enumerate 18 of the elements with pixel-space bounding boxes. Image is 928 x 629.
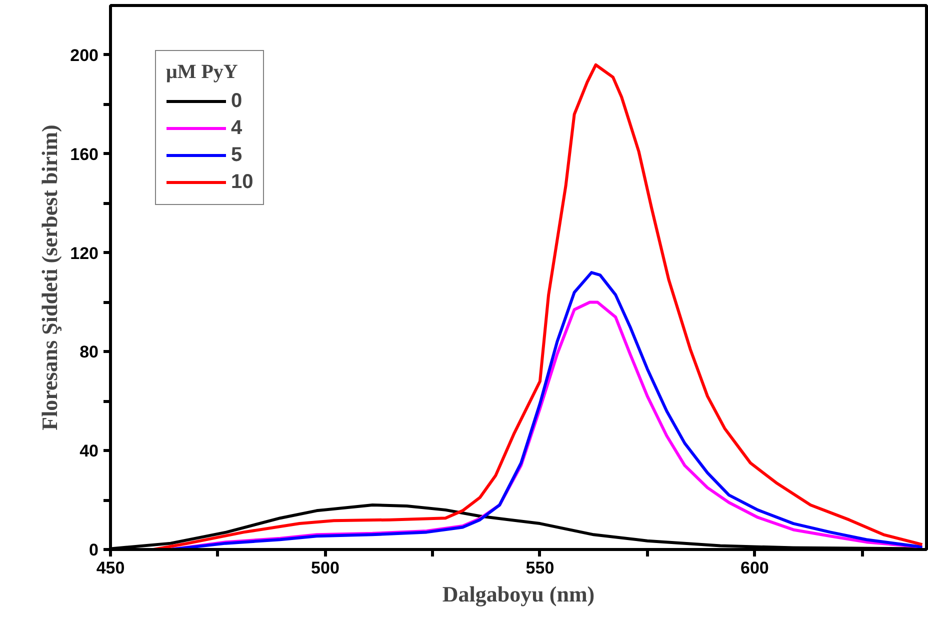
y-axis-title: Floresans Şiddeti (serbest birim) [37, 124, 62, 430]
y-tick-label: 80 [80, 342, 99, 362]
x-tick-label: 500 [311, 558, 340, 578]
y-tick-label: 120 [70, 244, 99, 263]
legend-label: 5 [231, 143, 244, 167]
y-tick-label: 200 [70, 46, 99, 65]
legend-title: μM PyY [166, 61, 239, 84]
x-tick-label: 550 [526, 558, 554, 578]
legend-label: 4 [231, 116, 244, 140]
x-tick-label: 450 [96, 558, 125, 578]
y-tick-label: 0 [89, 540, 99, 560]
legend-label: 10 [231, 170, 254, 194]
legend-label: 0 [231, 89, 244, 113]
y-tick-label: 40 [80, 442, 99, 461]
x-axis-title: Dalgaboyu (nm) [442, 582, 595, 606]
y-tick-label: 160 [70, 144, 99, 164]
x-tick-label: 600 [740, 558, 769, 578]
line-series [152, 63, 924, 550]
